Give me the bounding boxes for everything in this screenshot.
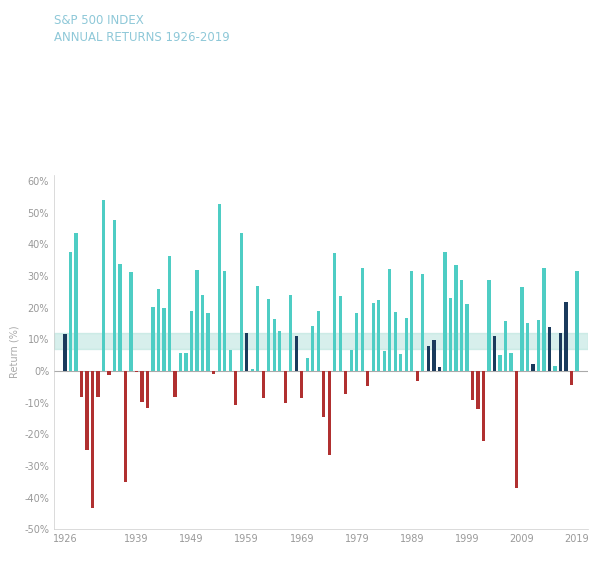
Bar — [377, 300, 380, 371]
Bar — [151, 307, 155, 371]
Bar — [410, 271, 413, 371]
Bar — [317, 311, 320, 371]
Bar — [361, 269, 364, 371]
Bar — [305, 358, 309, 371]
Bar — [124, 371, 127, 482]
Bar — [245, 333, 248, 371]
Bar — [333, 253, 337, 371]
Bar — [278, 331, 281, 371]
Bar — [328, 371, 331, 455]
Bar — [85, 371, 89, 450]
Bar — [272, 319, 276, 371]
Bar — [526, 323, 529, 371]
Bar — [284, 371, 287, 403]
Bar — [146, 371, 149, 408]
Bar — [91, 371, 94, 508]
Text: ANNUAL RETURNS 1926-2019: ANNUAL RETURNS 1926-2019 — [54, 31, 230, 44]
Bar — [443, 252, 446, 371]
Bar — [97, 371, 100, 397]
Bar — [289, 295, 292, 371]
Bar — [262, 371, 265, 399]
Bar — [520, 287, 524, 371]
Bar — [300, 371, 304, 398]
Bar — [201, 295, 204, 371]
Bar — [537, 320, 540, 371]
Bar — [404, 318, 408, 371]
Bar — [487, 280, 491, 371]
Bar — [460, 280, 463, 371]
Bar — [130, 272, 133, 371]
Bar — [206, 312, 210, 371]
Bar — [157, 289, 160, 371]
Bar — [454, 265, 458, 371]
Bar — [239, 234, 243, 371]
Bar — [344, 371, 347, 394]
Bar — [184, 354, 188, 371]
Text: S&P 500 INDEX: S&P 500 INDEX — [54, 14, 144, 27]
Bar — [553, 367, 557, 371]
Bar — [498, 355, 502, 371]
Bar — [542, 269, 545, 371]
Bar — [371, 303, 375, 371]
Bar — [311, 325, 314, 371]
Bar — [140, 371, 144, 402]
Bar — [482, 371, 485, 441]
Bar — [212, 371, 215, 374]
Bar — [223, 271, 226, 371]
Bar — [173, 371, 177, 396]
Bar — [465, 305, 469, 371]
Bar — [438, 367, 441, 371]
Bar — [322, 371, 325, 417]
Bar — [234, 371, 238, 405]
Bar — [69, 252, 72, 371]
Bar — [267, 298, 271, 371]
Bar — [515, 371, 518, 488]
Bar — [416, 371, 419, 381]
Bar — [179, 353, 182, 371]
Bar — [449, 298, 452, 371]
Bar — [548, 328, 551, 371]
Bar — [575, 271, 578, 371]
Bar — [509, 354, 512, 371]
Bar — [118, 263, 122, 371]
Bar — [113, 220, 116, 371]
Bar — [168, 256, 171, 371]
Bar — [256, 285, 259, 371]
Bar — [493, 336, 496, 371]
Bar — [338, 296, 342, 371]
Bar — [295, 336, 298, 371]
Bar — [559, 333, 562, 371]
Bar — [74, 233, 77, 371]
Bar — [399, 355, 403, 371]
Bar — [107, 371, 111, 376]
Bar — [432, 339, 436, 371]
Bar — [366, 371, 370, 386]
Bar — [163, 308, 166, 371]
Bar — [190, 311, 193, 371]
Bar — [388, 269, 391, 371]
Bar — [102, 200, 105, 371]
Bar — [471, 371, 474, 400]
Y-axis label: Return (%): Return (%) — [10, 325, 20, 378]
Bar — [64, 334, 67, 371]
Bar — [54, 333, 588, 348]
Bar — [80, 371, 83, 397]
Bar — [383, 351, 386, 371]
Bar — [251, 369, 254, 371]
Bar — [394, 312, 397, 371]
Bar — [196, 270, 199, 371]
Bar — [531, 364, 535, 371]
Bar — [218, 204, 221, 371]
Bar — [476, 371, 479, 409]
Bar — [565, 302, 568, 371]
Bar — [350, 350, 353, 371]
Bar — [570, 371, 573, 385]
Bar — [135, 371, 138, 372]
Bar — [421, 274, 424, 371]
Bar — [504, 321, 507, 371]
Bar — [427, 346, 430, 371]
Bar — [229, 350, 232, 371]
Bar — [355, 312, 358, 371]
